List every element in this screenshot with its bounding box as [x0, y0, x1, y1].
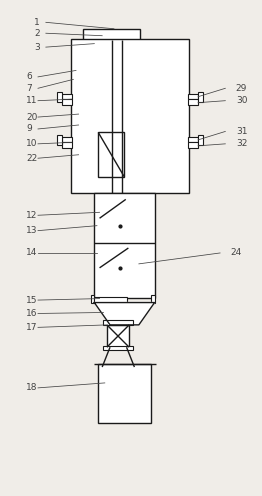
Bar [188, 137, 198, 142]
Text: 12: 12 [26, 211, 37, 220]
Bar [62, 94, 72, 99]
Text: 13: 13 [26, 226, 38, 235]
Bar [112, 40, 122, 124]
Bar [62, 99, 72, 105]
Text: 10: 10 [26, 139, 38, 148]
Bar [188, 99, 198, 105]
Text: 18: 18 [26, 383, 38, 392]
Bar [62, 142, 72, 148]
Bar [62, 137, 72, 142]
Text: 9: 9 [26, 124, 32, 133]
Text: 3: 3 [34, 43, 40, 52]
Polygon shape [94, 303, 155, 325]
Bar [188, 94, 198, 99]
Text: 32: 32 [236, 139, 247, 148]
Bar [198, 92, 203, 102]
Text: 6: 6 [26, 72, 32, 81]
Text: 16: 16 [26, 309, 38, 318]
Bar [151, 295, 155, 303]
Text: 17: 17 [26, 323, 38, 332]
Text: 15: 15 [26, 296, 38, 305]
Text: 20: 20 [26, 113, 37, 122]
Text: 14: 14 [26, 248, 37, 257]
Text: 11: 11 [26, 96, 38, 105]
Bar [188, 142, 198, 148]
Bar [91, 295, 94, 303]
Text: 7: 7 [26, 84, 32, 93]
Bar [107, 325, 129, 347]
Bar [98, 364, 151, 423]
Text: 1: 1 [34, 18, 40, 27]
Text: 2: 2 [34, 29, 40, 38]
Text: 31: 31 [236, 127, 247, 136]
Bar [94, 297, 127, 303]
Text: 29: 29 [236, 84, 247, 93]
Bar [83, 29, 140, 40]
Bar [57, 135, 62, 145]
Bar [71, 39, 189, 193]
Bar [103, 320, 133, 325]
Text: 30: 30 [236, 96, 247, 105]
Text: 22: 22 [26, 154, 37, 163]
Bar [103, 346, 133, 350]
Bar [57, 92, 62, 102]
Bar [198, 135, 203, 145]
Text: 24: 24 [231, 248, 242, 257]
Bar [94, 193, 155, 298]
Bar [98, 132, 124, 177]
